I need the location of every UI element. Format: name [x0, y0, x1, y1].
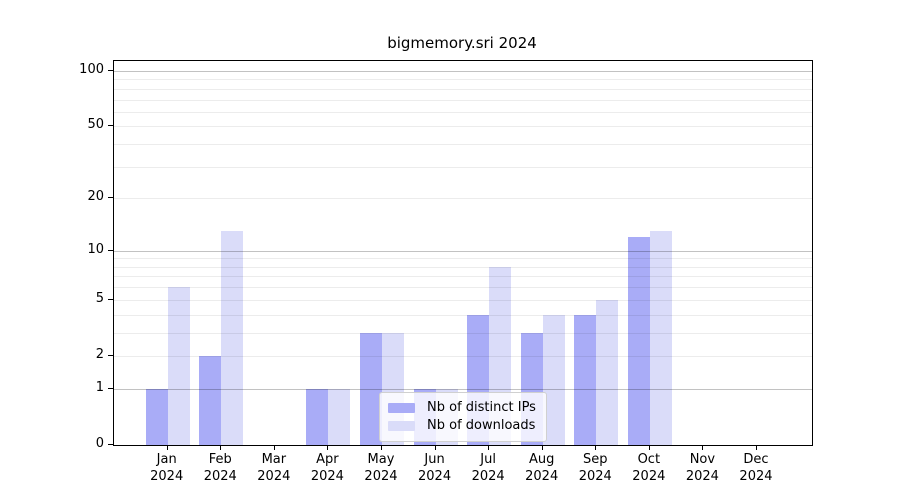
bar-downloads: [542, 314, 565, 445]
x-tick-label: Jun 2024: [418, 452, 452, 484]
gridline-major: [114, 388, 812, 390]
y-tick-mark: [108, 298, 113, 300]
x-tick-label: Sep 2024: [578, 452, 612, 484]
legend: Nb of distinct IPs Nb of downloads: [379, 392, 547, 442]
bar-distinct-ips: [359, 332, 382, 445]
y-tick-mark: [108, 249, 113, 251]
bar-distinct-ips: [306, 388, 329, 445]
x-tick-mark: [327, 445, 329, 450]
gridline-minor: [114, 166, 812, 168]
gridline-minor: [114, 198, 812, 200]
y-tick-mark: [108, 197, 113, 199]
x-tick-mark: [541, 445, 543, 450]
bar-downloads: [167, 287, 190, 445]
x-tick-mark: [380, 445, 382, 450]
bar-distinct-ips: [574, 314, 597, 445]
gridline-minor: [114, 111, 812, 113]
legend-item-distinct-ips: Nb of distinct IPs: [388, 399, 536, 417]
y-tick-mark: [108, 70, 113, 71]
gridline-minor: [114, 144, 812, 146]
gridline-minor: [114, 126, 812, 128]
gridline-minor: [114, 332, 812, 334]
x-tick-label: Oct 2024: [632, 452, 666, 484]
y-tick-label: 20: [87, 189, 104, 205]
y-tick-mark: [108, 354, 113, 356]
x-tick-mark: [434, 445, 436, 450]
x-tick-label: Mar 2024: [257, 452, 291, 484]
x-tick-label: Apr 2024: [310, 452, 344, 484]
bar-downloads: [649, 231, 672, 445]
x-tick-label: Dec 2024: [739, 452, 773, 484]
y-tick-label: 10: [87, 241, 104, 257]
x-tick-mark: [220, 445, 222, 450]
y-tick-label: 1: [95, 379, 104, 395]
x-tick-mark: [595, 445, 597, 450]
bar-downloads: [221, 231, 244, 445]
x-tick-label: Feb 2024: [203, 452, 237, 484]
x-tick-label: Jan 2024: [150, 452, 184, 484]
bar-distinct-ips: [199, 355, 222, 445]
legend-swatch-distinct-ips: [388, 403, 415, 413]
gridline-minor: [114, 79, 812, 81]
x-tick-mark: [166, 445, 168, 450]
y-tick-label: 50: [87, 117, 104, 133]
bar-distinct-ips: [145, 388, 168, 445]
gridline-minor: [114, 88, 812, 90]
chart-title: bigmemory.sri 2024: [387, 34, 537, 52]
legend-item-downloads: Nb of downloads: [388, 417, 536, 435]
x-tick-mark: [648, 445, 650, 450]
gridline-minor: [114, 266, 812, 268]
x-tick-label: Aug 2024: [525, 452, 559, 484]
x-tick-mark: [702, 445, 704, 450]
bar-downloads: [328, 388, 351, 445]
gridline-major: [114, 250, 812, 252]
gridline-minor: [114, 258, 812, 260]
bar-downloads: [596, 299, 619, 445]
gridline-minor: [114, 314, 812, 316]
gridline-minor: [114, 287, 812, 289]
gridline-minor: [114, 276, 812, 278]
gridline-minor: [114, 99, 812, 101]
x-tick-mark: [755, 445, 757, 450]
legend-swatch-downloads: [388, 421, 415, 431]
y-tick-mark: [108, 444, 113, 445]
bar-distinct-ips: [627, 237, 650, 445]
y-tick-label: 0: [95, 436, 104, 451]
y-tick-label: 2: [95, 346, 104, 362]
plot-area: Nb of distinct IPs Nb of downloads: [113, 60, 813, 446]
legend-label-downloads: Nb of downloads: [427, 418, 536, 433]
legend-label-distinct-ips: Nb of distinct IPs: [427, 400, 536, 415]
x-tick-mark: [273, 445, 275, 450]
x-tick-label: Nov 2024: [685, 452, 719, 484]
gridline-minor: [114, 299, 812, 301]
y-tick-label: 5: [95, 290, 104, 306]
y-tick-mark: [108, 387, 113, 389]
x-tick-label: May 2024: [364, 452, 398, 484]
y-tick-label: 100: [79, 62, 104, 77]
gridline-major: [114, 71, 812, 72]
y-tick-mark: [108, 125, 113, 127]
x-tick-label: Jul 2024: [471, 452, 505, 484]
gridline-minor: [114, 355, 812, 357]
x-tick-mark: [488, 445, 490, 450]
